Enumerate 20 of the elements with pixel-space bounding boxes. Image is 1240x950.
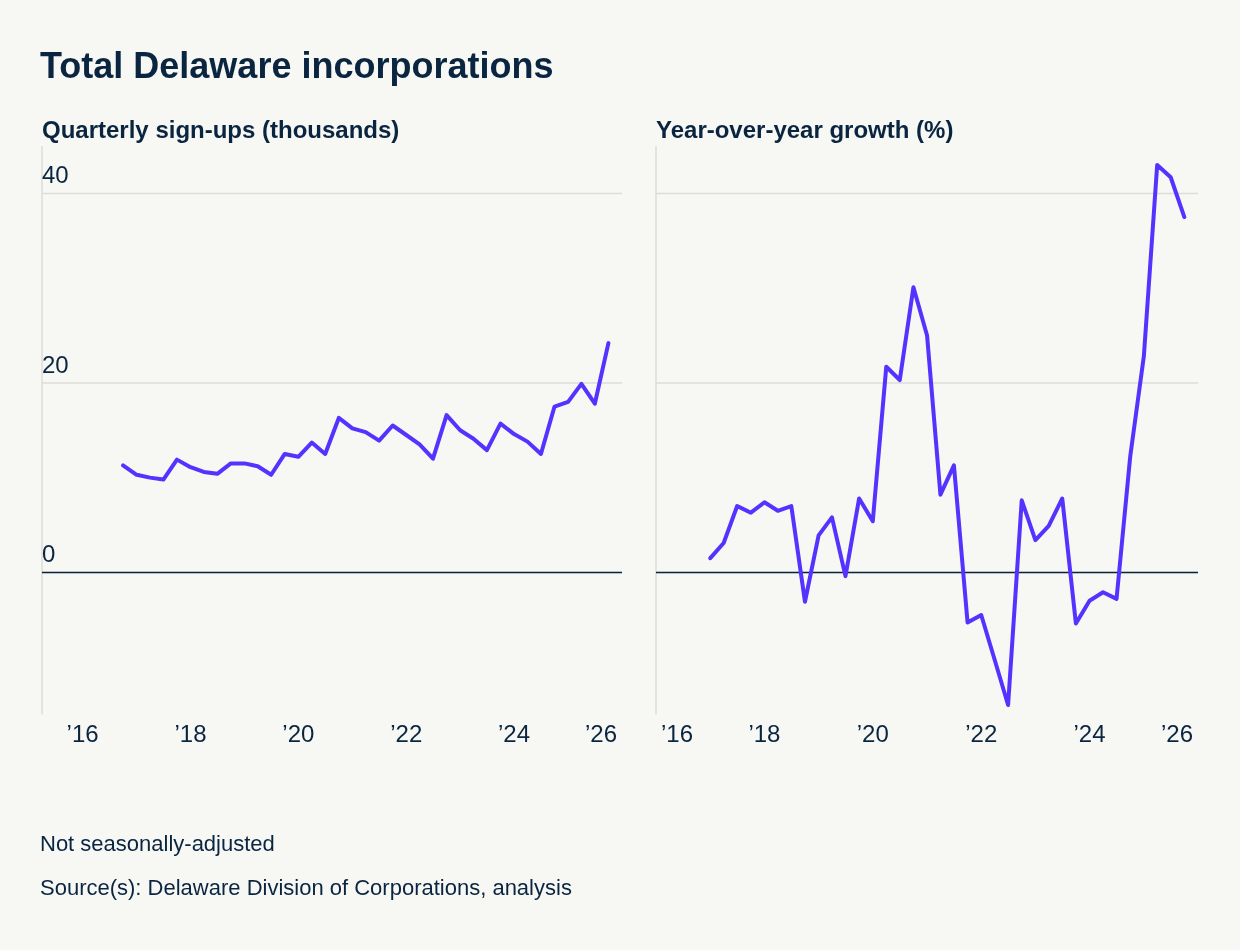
y-tick-label: 20	[42, 350, 69, 378]
x-tick-label: ’16	[660, 720, 694, 747]
x-tick-label: ’26	[1160, 720, 1194, 747]
y-axis-title: Year-over-year growth (%)	[656, 116, 954, 143]
x-tick-label: ’18	[174, 720, 207, 747]
x-tick-label: ’20	[856, 720, 889, 747]
text: Not seasonally-adjusted	[40, 831, 275, 856]
x-tick-label: ’18	[748, 720, 781, 747]
x-tick-label: ’26	[584, 720, 618, 747]
x-tick-label: ’24	[498, 720, 531, 747]
x-tick-label: ’20	[282, 720, 315, 747]
y-tick-label: 40	[42, 161, 69, 189]
x-tick-label: ’22	[390, 720, 423, 747]
x-tick-label: ’16	[66, 720, 99, 747]
chart-title: Total Delaware incorporations	[40, 45, 554, 86]
y-axis-title: Quarterly sign-ups (thousands)	[42, 116, 400, 143]
x-tick-label: ’24	[1073, 720, 1106, 747]
x-tick-label: ’22	[965, 720, 998, 747]
source-note: Source(s): Delaware Division of Corporations, analysis	[40, 875, 572, 900]
y-tick-label: 0	[42, 540, 56, 568]
